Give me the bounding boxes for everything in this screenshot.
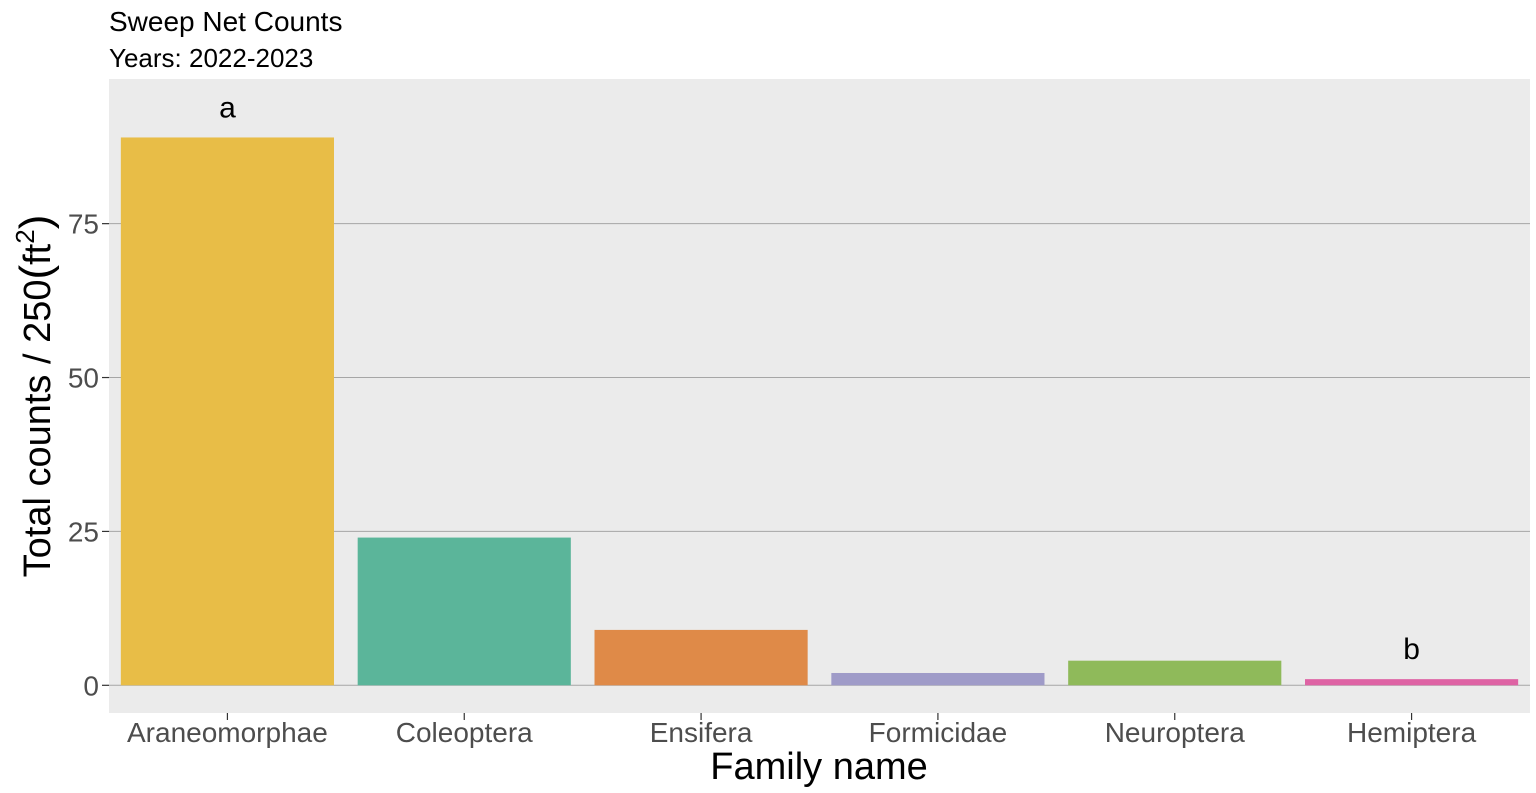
x-tick-label: Neuroptera xyxy=(1105,717,1246,748)
y-axis: 0 25 50 75 xyxy=(68,209,109,701)
y-axis-title-main: Total counts / 250 xyxy=(17,280,59,578)
chart-title: Sweep Net Counts xyxy=(109,6,342,37)
x-axis-title: Family name xyxy=(710,746,928,788)
y-tick-label: 50 xyxy=(68,363,99,394)
y-tick-label: 0 xyxy=(83,670,99,701)
x-tick-label: Hemiptera xyxy=(1347,717,1477,748)
y-tick-label: 25 xyxy=(68,516,99,547)
y-axis-title-paren-close: ) xyxy=(11,215,60,230)
bar-araneomorphae xyxy=(120,137,334,686)
bar-label-araneomorphae: a xyxy=(219,91,236,124)
bar-label-hemiptera: b xyxy=(1403,633,1420,666)
x-tick-label: Formicidae xyxy=(869,717,1007,748)
bar-labels: ab xyxy=(219,91,1420,666)
x-axis: Araneomorphae Coleoptera Ensifera Formicida… xyxy=(127,713,1477,748)
chart-subtitle: Years: 2022-2023 xyxy=(109,43,313,73)
bar-ensifera xyxy=(594,629,808,686)
svg-text:Total counts / 250(ft2): Total counts / 250(ft2) xyxy=(10,215,60,578)
x-tick-label: Araneomorphae xyxy=(127,717,328,748)
bar-hemiptera xyxy=(1305,679,1519,686)
x-tick-label: Coleoptera xyxy=(396,717,533,748)
y-axis-title-unit: ft xyxy=(17,243,59,265)
y-axis-title-paren-open: ( xyxy=(11,265,60,280)
y-axis-title: Total counts / 250(ft2) xyxy=(10,215,60,578)
bar-coleoptera xyxy=(357,537,571,686)
bars xyxy=(120,137,1519,686)
gridlines xyxy=(109,223,1530,686)
x-tick-label: Ensifera xyxy=(650,717,753,748)
plot-panel xyxy=(109,79,1530,713)
bar-neuroptera xyxy=(1068,660,1282,686)
y-axis-title-exponent: 2 xyxy=(10,229,40,243)
y-tick-label: 75 xyxy=(68,209,99,240)
bar-formicidae xyxy=(831,672,1045,686)
